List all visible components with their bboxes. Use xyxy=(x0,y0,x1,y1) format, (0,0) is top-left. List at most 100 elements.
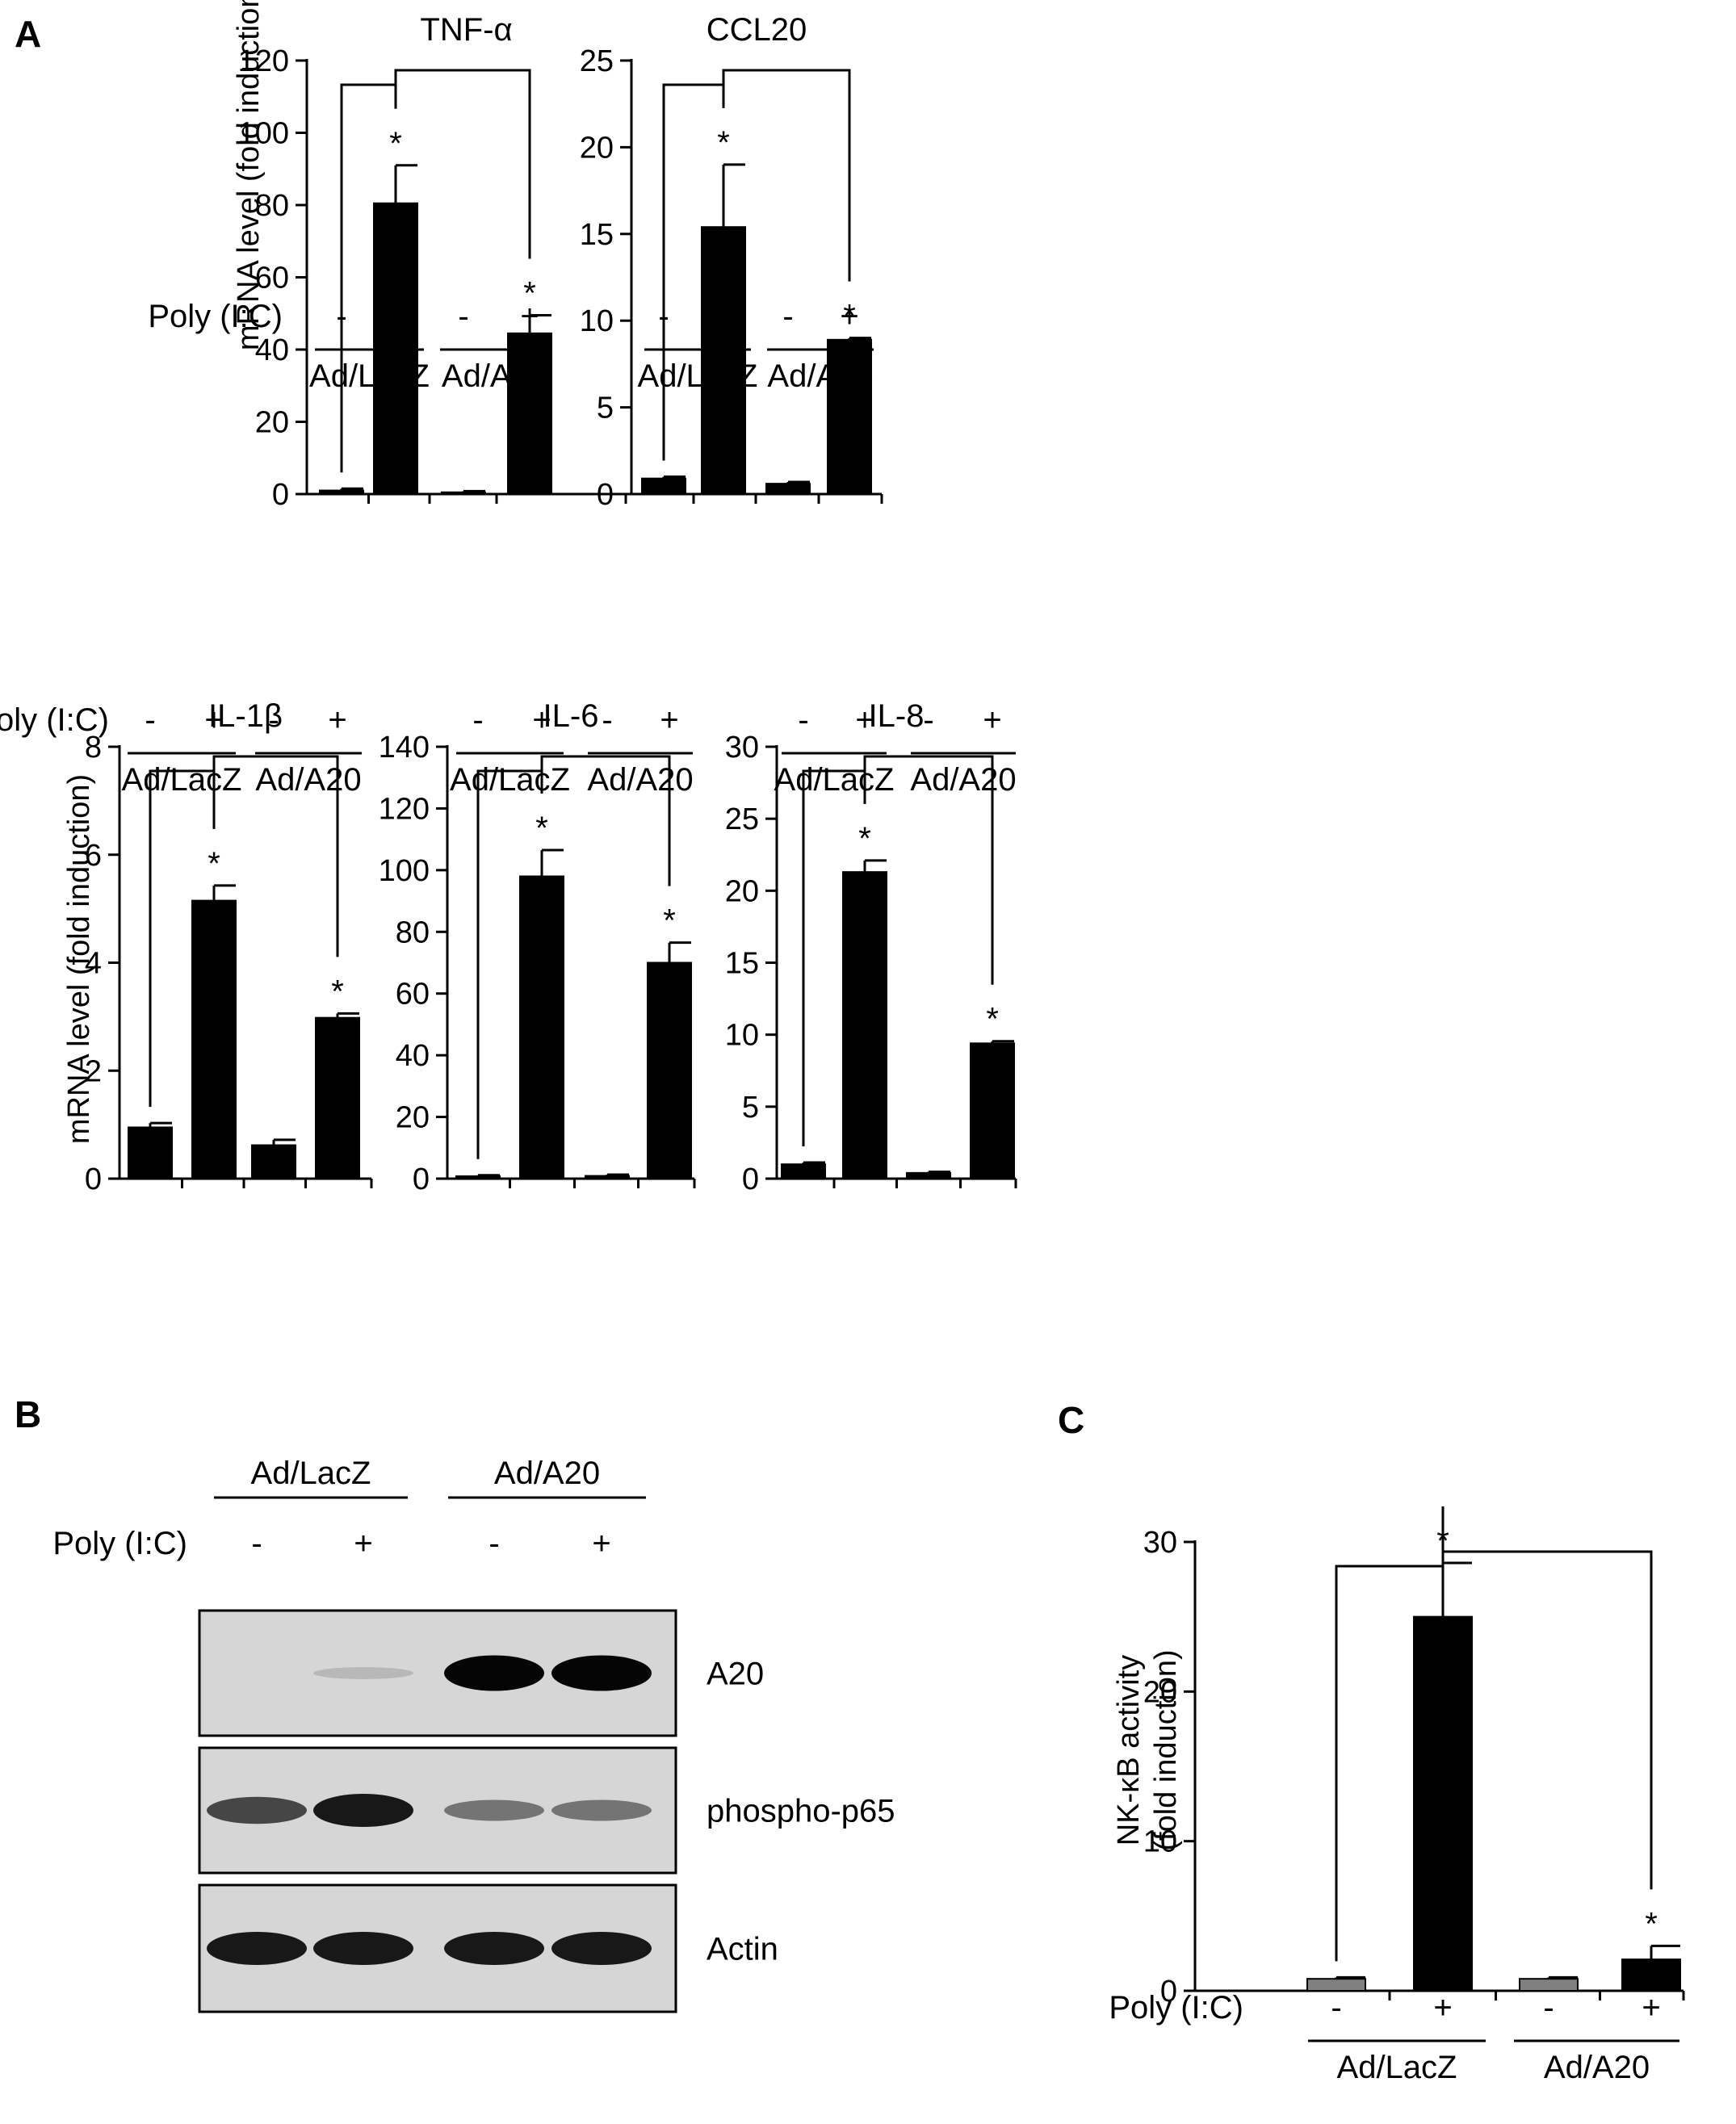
comparison-bracket xyxy=(149,769,216,1108)
treatment-sign: - xyxy=(782,299,793,334)
treatment-sign: + xyxy=(714,299,732,334)
western-blot-panel: Ad/LacZ Ad/A20 Poly (I:C) - + - + A20 phospho-p6… xyxy=(52,1456,895,2013)
chart-title: IL-1β xyxy=(208,698,283,734)
comparison-bracket xyxy=(340,83,397,473)
significance-star: * xyxy=(535,811,548,846)
y-axis-label: mRNA level (fold induction) xyxy=(232,0,266,350)
y-tick-label: 120 xyxy=(379,792,430,826)
bar xyxy=(765,483,811,495)
treatment-sign: + xyxy=(520,299,539,334)
comparison-bracket xyxy=(802,769,866,1147)
blot-band xyxy=(207,1796,307,1824)
bar xyxy=(507,332,552,495)
treatment-sign: - xyxy=(268,702,279,738)
chart-title: IL-6 xyxy=(543,698,599,734)
treatment-sign: + xyxy=(840,299,858,334)
y-tick-label: 4 xyxy=(85,947,102,981)
significance-star: * xyxy=(843,299,856,334)
blot-treatment-sign: - xyxy=(251,1526,262,1561)
bar xyxy=(251,1144,296,1179)
bar xyxy=(455,1175,501,1180)
y-tick-label: 8 xyxy=(85,731,102,765)
significance-star: * xyxy=(717,125,730,161)
blot-label: phospho-p65 xyxy=(707,1794,895,1829)
comparison-bracket xyxy=(394,69,531,259)
bar xyxy=(315,1016,360,1180)
group-label: Ad/A20 xyxy=(442,358,547,394)
treatment-sign: - xyxy=(145,702,155,738)
chart-title: CCL20 xyxy=(707,12,807,48)
significance-star: * xyxy=(208,846,220,882)
y-tick-label: 140 xyxy=(379,731,430,765)
bar xyxy=(519,875,564,1179)
blot-band xyxy=(313,1932,413,1965)
blot-treatment-sign: - xyxy=(489,1526,499,1561)
significance-star: * xyxy=(331,974,344,1009)
blot-band xyxy=(444,1655,544,1691)
treatment-sign: - xyxy=(458,299,468,334)
y-tick-label: 20 xyxy=(580,131,614,165)
y-tick-label: 25 xyxy=(725,802,759,836)
bar xyxy=(781,1163,826,1179)
group-label: Ad/LacZ xyxy=(1337,2050,1457,2085)
y-tick-label: 100 xyxy=(379,854,430,888)
blot-treatment-label: Poly (I:C) xyxy=(52,1526,187,1561)
group-label: Ad/A20 xyxy=(587,762,693,798)
comparison-bracket xyxy=(476,769,543,1159)
treatment-label: Poly (I:C) xyxy=(1109,1990,1243,2026)
group-label: Ad/A20 xyxy=(767,358,873,394)
y-tick-label: 60 xyxy=(396,978,430,1012)
blot-band xyxy=(551,1655,652,1691)
y-tick-label: 0 xyxy=(597,478,614,512)
comparison-bracket xyxy=(540,755,671,886)
blot-treatment-sign: + xyxy=(592,1526,610,1561)
treatment-sign: + xyxy=(1433,1990,1452,2026)
y-tick-label: 80 xyxy=(396,915,430,949)
y-tick-label: 100 xyxy=(238,117,289,151)
bar xyxy=(1519,1978,1579,1992)
treatment-label: Poly (I:C) xyxy=(148,299,283,334)
bar xyxy=(319,489,364,496)
bar xyxy=(1306,1978,1366,1992)
comparison-bracket xyxy=(863,755,994,985)
treatment-sign: + xyxy=(1642,1990,1660,2026)
comparison-bracket xyxy=(1441,1550,1653,1890)
group-label: Ad/LacZ xyxy=(122,762,242,798)
y-tick-label: 20 xyxy=(396,1101,430,1135)
group-label: Ad/A20 xyxy=(910,762,1016,798)
y-axis-label: mRNA level (fold induction) xyxy=(62,774,96,1144)
y-tick-label: 5 xyxy=(742,1091,759,1125)
y-tick-label: 10 xyxy=(580,304,614,338)
bar xyxy=(827,338,872,495)
chart-title: TNF-α xyxy=(420,12,512,48)
chart-title: IL-8 xyxy=(869,698,925,734)
y-tick-label: 120 xyxy=(238,44,289,78)
comparison-bracket xyxy=(212,755,339,957)
significance-star: * xyxy=(663,903,676,939)
treatment-sign: - xyxy=(1331,1990,1341,2026)
y-tick-label: 0 xyxy=(85,1163,102,1196)
y-tick-label: 10 xyxy=(1143,1825,1177,1859)
y-tick-label: 60 xyxy=(255,262,289,295)
blot-band xyxy=(551,1799,652,1821)
blot-band xyxy=(551,1932,652,1965)
significance-star: * xyxy=(986,1002,999,1037)
y-tick-label: 20 xyxy=(255,406,289,440)
y-tick-label: 40 xyxy=(396,1039,430,1073)
y-tick-label: 5 xyxy=(597,392,614,425)
y-tick-label: 0 xyxy=(413,1163,430,1196)
y-tick-label: 30 xyxy=(725,731,759,765)
treatment-sign: - xyxy=(472,702,483,738)
treatment-label: Poly (I:C) xyxy=(0,702,109,738)
y-tick-label: 30 xyxy=(1143,1526,1177,1560)
treatment-sign: + xyxy=(204,702,223,738)
significance-star: * xyxy=(1645,1906,1658,1942)
treatment-sign: - xyxy=(798,702,808,738)
y-tick-label: 20 xyxy=(1143,1675,1177,1709)
y-tick-label: 25 xyxy=(580,44,614,78)
